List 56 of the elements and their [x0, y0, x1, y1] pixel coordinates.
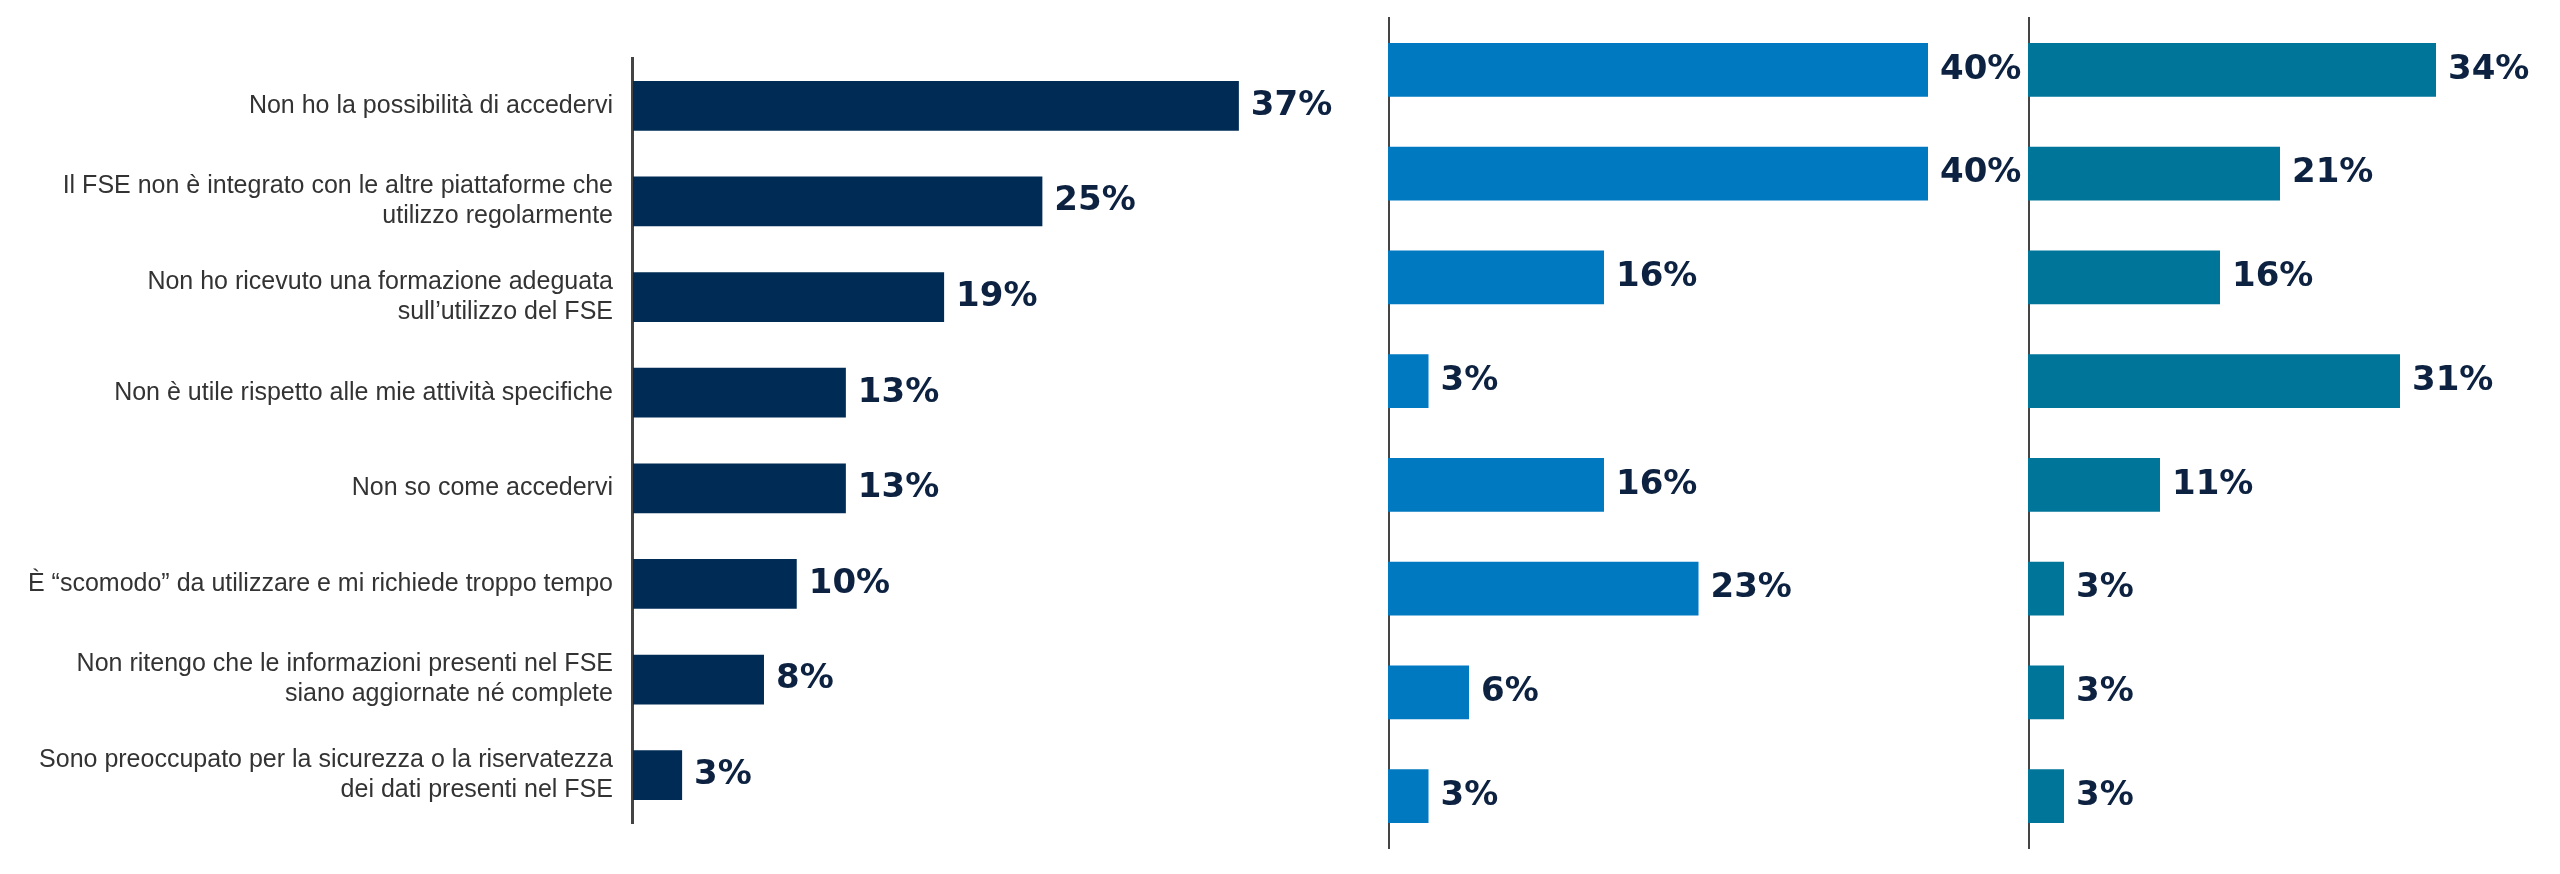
bar	[632, 750, 683, 801]
data-label: 23%	[1710, 565, 1792, 606]
data-label: 11%	[2172, 461, 2254, 502]
data-label: 3%	[1440, 357, 1499, 398]
bar	[632, 80, 1239, 131]
data-label: 3%	[694, 752, 752, 793]
data-label: 25%	[1054, 178, 1136, 219]
bar	[1388, 457, 1604, 512]
bar	[2028, 561, 2064, 616]
data-label: 16%	[1616, 461, 1698, 502]
y-tick-label: Non ho la possibilità di accedervi	[248, 89, 613, 118]
bar	[632, 176, 1043, 227]
bar	[1388, 250, 1604, 305]
y-tick-label: Non è utile rispetto alle mie attività specifiche	[114, 376, 613, 405]
y-tick-label: Sono preoccupato per la sicurezza o la riservatezza dei dati presenti nel FSE	[39, 744, 614, 803]
bar	[632, 367, 846, 418]
data-label: 21%	[2292, 150, 2374, 191]
bar	[2028, 457, 2160, 512]
bar	[2028, 42, 2436, 97]
data-label: 16%	[1616, 254, 1698, 295]
data-label: 40%	[1940, 46, 2022, 87]
bar	[1388, 561, 1699, 616]
data-label: 34%	[2448, 46, 2530, 87]
data-label: 3%	[2076, 669, 2134, 710]
bar	[1388, 354, 1429, 409]
bar	[2028, 769, 2064, 824]
bar	[2028, 665, 2064, 720]
data-label: 3%	[2076, 565, 2134, 606]
y-tick-label: Il FSE non è integrato con le altre piattaforme che utilizzo regolarmente	[62, 170, 613, 229]
data-label: 8%	[775, 656, 834, 697]
bar	[632, 654, 764, 705]
bar	[1388, 665, 1469, 720]
y-tick-label: Non ho ricevuto una formazione adeguata sull’utilizzo del FSE	[147, 265, 614, 324]
bar	[1388, 146, 1928, 201]
data-label: 19%	[956, 273, 1038, 314]
bar	[2028, 250, 2220, 305]
bar	[1388, 769, 1429, 824]
bar	[1388, 42, 1928, 97]
bar	[2028, 146, 2280, 201]
data-label: 40%	[1940, 150, 2022, 191]
y-tick-label: Non so come accedervi	[351, 472, 613, 501]
bar	[2028, 354, 2400, 409]
y-tick-label: Non ritengo che le informazioni presenti nel FSE siano aggiornate né complete	[76, 648, 613, 707]
data-label: 3%	[2076, 772, 2134, 813]
bar	[632, 559, 797, 609]
data-label: 37%	[1250, 82, 1333, 123]
bar	[632, 272, 945, 322]
data-label: 13%	[857, 369, 940, 410]
data-label: 13%	[857, 465, 940, 506]
y-tick-label: È “scomodo” da utilizzare e mi richiede troppo tempo	[27, 567, 613, 596]
data-label: 3%	[1440, 772, 1499, 813]
bar	[632, 463, 846, 514]
data-label: 16%	[2232, 254, 2314, 295]
data-label: 31%	[2412, 357, 2494, 398]
data-label: 6%	[1481, 669, 1539, 710]
data-label: 10%	[808, 560, 891, 601]
